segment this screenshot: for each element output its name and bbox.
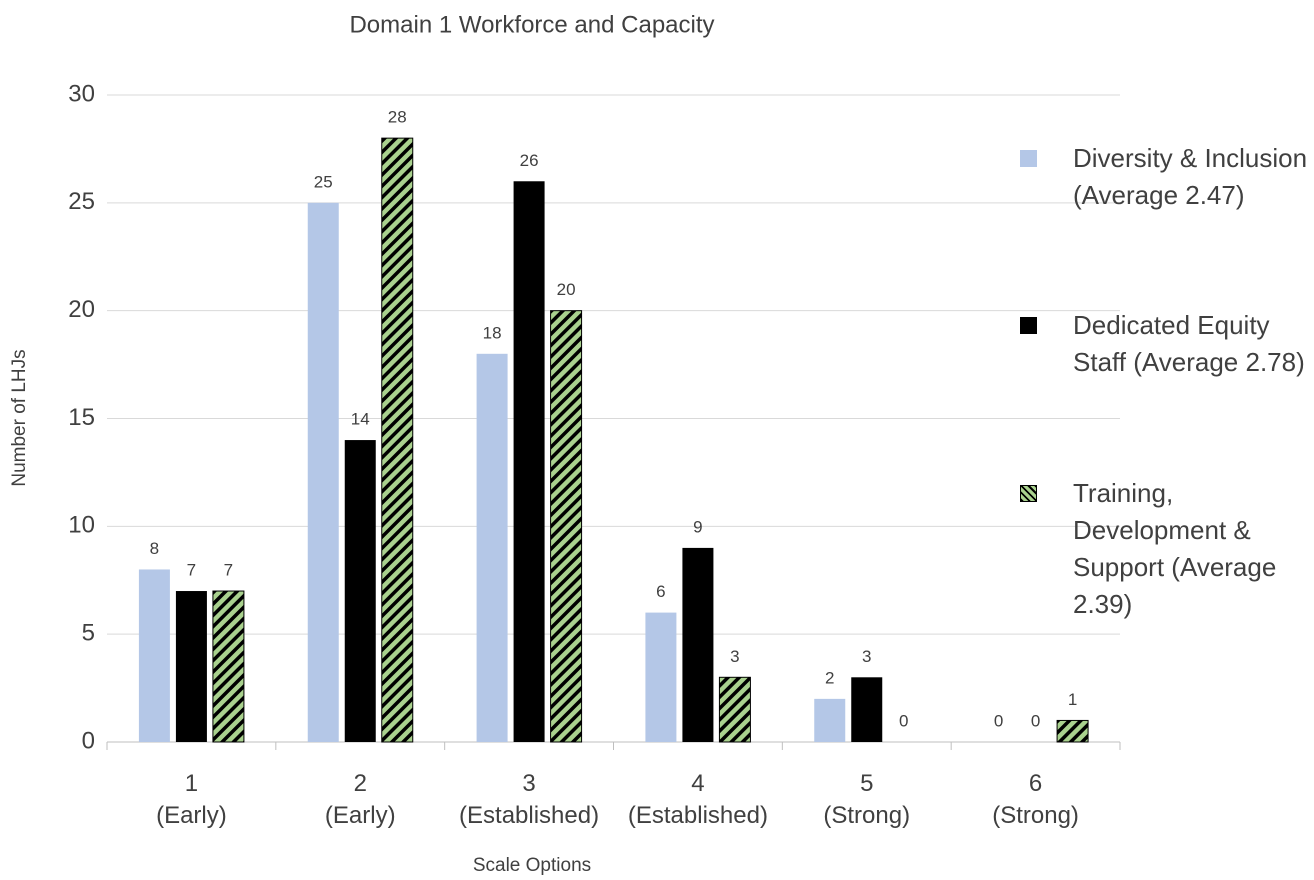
bar: [718, 676, 751, 743]
y-tick-label: 5: [82, 620, 95, 647]
bar: [682, 547, 714, 742]
data-label: 7: [224, 561, 233, 580]
y-tick-label: 0: [82, 727, 95, 754]
bar: [851, 677, 883, 742]
x-tick-label: 1 (Early): [156, 770, 227, 829]
x-tick-label: 4 (Established): [627, 770, 768, 829]
data-label: 28: [388, 108, 407, 127]
bar: [307, 202, 339, 743]
legend-swatch: [1020, 485, 1037, 502]
y-tick-label: 25: [68, 188, 95, 215]
y-tick-label: 10: [68, 512, 95, 539]
legend-label: Dedicated Equity Staff (Average 2.78): [1073, 310, 1305, 377]
bar: [344, 440, 376, 742]
legend-label: Training, Development & Support (Average…: [1073, 478, 1277, 619]
data-label: 8: [150, 539, 159, 558]
data-label: 2: [825, 668, 834, 687]
data-label: 9: [693, 517, 702, 536]
x-tick-label: 3 (Established): [459, 770, 600, 829]
x-tick-label: 5 (Strong): [823, 770, 911, 829]
bar: [138, 569, 170, 742]
data-label: 26: [520, 151, 539, 170]
bar: [175, 591, 207, 742]
bar: [381, 137, 414, 743]
bar: [513, 181, 545, 742]
data-label: 6: [656, 582, 665, 601]
x-axis-label: Scale Options: [473, 855, 591, 876]
x-tick-label: 6 (Strong): [992, 770, 1079, 829]
data-label: 3: [862, 647, 871, 666]
bar: [476, 353, 508, 742]
data-label: 20: [557, 280, 576, 299]
data-label: 25: [314, 172, 333, 191]
bar: [645, 612, 677, 742]
chart-title: Domain 1 Workforce and Capacity: [349, 11, 714, 38]
data-label: 0: [1031, 711, 1040, 730]
bar: [814, 698, 846, 742]
data-label: 7: [187, 561, 196, 580]
data-label: 14: [351, 410, 370, 429]
x-tick-label: 2 (Early): [324, 770, 396, 829]
data-label: 18: [483, 323, 502, 342]
legend-swatch: [1020, 150, 1037, 167]
y-tick-label: 30: [68, 80, 95, 107]
bar: [212, 590, 245, 743]
bar: [1056, 719, 1089, 743]
y-tick-label: 20: [68, 296, 95, 323]
data-label: 3: [730, 647, 739, 666]
legend-swatch: [1020, 317, 1037, 334]
y-tick-label: 15: [68, 404, 95, 431]
data-label: 0: [994, 711, 1003, 730]
bar: [550, 310, 583, 743]
y-axis-label: Number of LHJs: [9, 349, 30, 486]
data-label: 0: [899, 711, 908, 730]
data-label: 1: [1068, 690, 1077, 709]
legend-label: Diversity & Inclusion (Average 2.47): [1073, 143, 1308, 210]
